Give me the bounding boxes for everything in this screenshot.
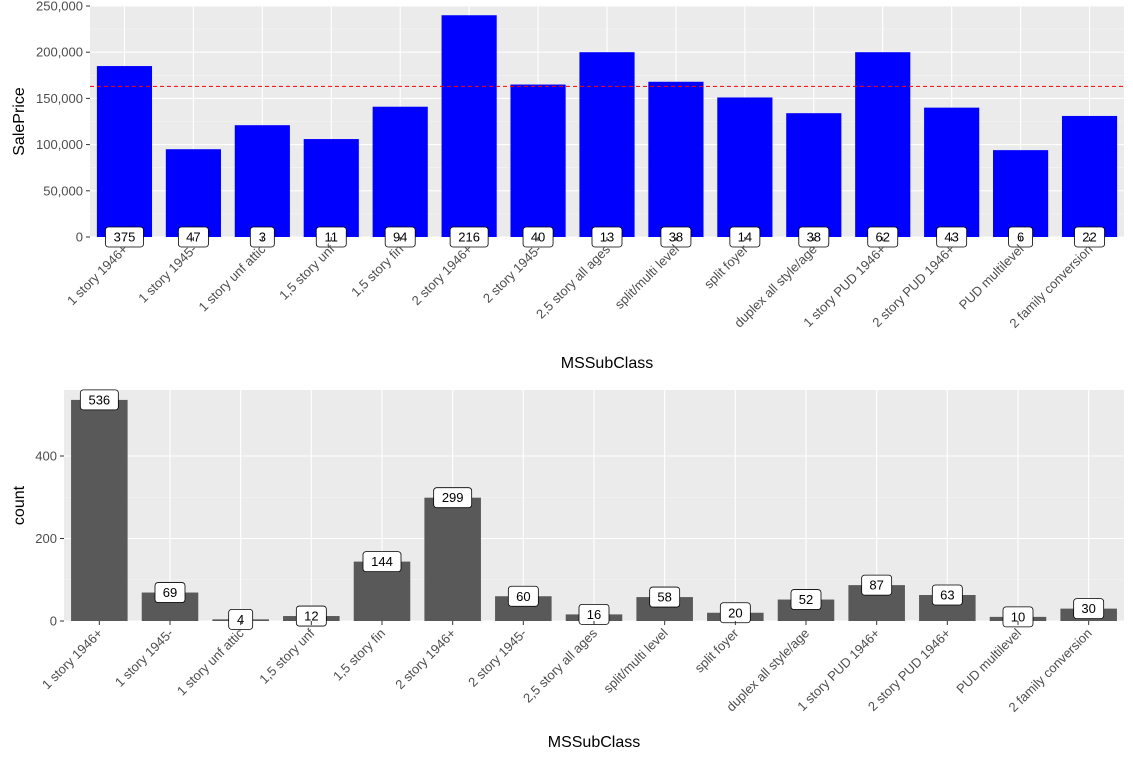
bar-15 xyxy=(1061,115,1118,237)
data-label-11: 52 xyxy=(799,592,813,607)
x-tick-label: split/multi level xyxy=(600,625,670,695)
data-label-box-14 xyxy=(1002,606,1034,628)
data-label-box-1 xyxy=(79,389,119,411)
data-label-12: 87 xyxy=(869,578,883,593)
x-tick-label: 1 story 1945- xyxy=(112,626,176,690)
bar-1 xyxy=(96,66,153,237)
data-label-5: 144 xyxy=(371,554,393,569)
data-label-10: 20 xyxy=(728,605,742,620)
data-label-box-11 xyxy=(790,589,822,610)
data-label-4: 12 xyxy=(304,609,318,624)
bar-14 xyxy=(993,150,1049,237)
x-tick-label: split/multi level xyxy=(612,241,682,311)
x-tick-label: 2 story 1945- xyxy=(465,626,529,690)
data-label-box-7 xyxy=(507,585,539,607)
x-tick-label: 2 story 1945- xyxy=(480,242,544,306)
y-tick-label: 50,000 xyxy=(43,183,83,198)
x-tick-label: PUD multilevel xyxy=(953,625,1024,696)
bar-7 xyxy=(510,84,566,237)
data-label-3: 4 xyxy=(237,612,244,627)
data-label-box-15 xyxy=(1073,598,1105,620)
data-label-1: 536 xyxy=(88,392,110,407)
data-label-15: 30 xyxy=(1081,601,1095,616)
x-tick-label: 1 story 1946+ xyxy=(39,626,106,693)
y-tick-label: 250,000 xyxy=(36,0,83,14)
y-tick-label: 0 xyxy=(50,614,57,629)
bar-13 xyxy=(924,107,980,237)
data-label-box-9 xyxy=(649,586,681,608)
x-tick-label: 1,5 story unf xyxy=(276,241,337,302)
x-tick-label: 2 story 1946+ xyxy=(409,242,476,309)
bar-4 xyxy=(303,139,359,237)
y-tick-label: 200,000 xyxy=(36,45,83,60)
data-label-8: 16 xyxy=(587,607,601,622)
data-label-13: 63 xyxy=(940,588,954,603)
y-tick-label: 150,000 xyxy=(36,91,83,106)
x-tick-label: 1 story 1945- xyxy=(135,242,199,306)
data-label-2: 69 xyxy=(163,585,177,600)
y-tick-label: 100,000 xyxy=(36,137,83,152)
y-tick-label: 0 xyxy=(76,230,83,245)
data-label-box-13 xyxy=(931,584,963,606)
bar-5 xyxy=(372,106,428,237)
x-tick-label: 2 story 1946+ xyxy=(392,626,459,693)
bar-3 xyxy=(234,125,290,237)
bar-12 xyxy=(855,52,911,238)
x-tick-label: 1 story 1946+ xyxy=(64,242,131,309)
y-tick-label: 200 xyxy=(35,531,57,546)
bar-6 xyxy=(441,15,497,237)
x-tick-label: 1,5 story fin xyxy=(348,242,406,300)
bar-1 xyxy=(71,399,128,621)
x-tick-label: 1,5 story unf xyxy=(256,625,317,686)
data-label-6: 299 xyxy=(442,490,464,505)
bar-9 xyxy=(648,81,704,237)
x-tick-label: 1,5 story fin xyxy=(330,626,388,684)
chart-panel-2: 536 69 4 12 144 299 60 16 58 20 52 87 63 10 30 0 200 400 1… xyxy=(11,389,1124,751)
x-tick-label: 1 story unf attic xyxy=(174,625,247,698)
chart-panel-1: 375473119421640133814386243622050,000100… xyxy=(11,0,1124,372)
data-label-7: 60 xyxy=(516,589,530,604)
x-tick-label: 1 story unf attic xyxy=(196,241,269,314)
data-label-box-5 xyxy=(362,551,402,572)
y-axis-title: count xyxy=(11,485,28,525)
data-label-14: 10 xyxy=(1011,609,1025,624)
x-axis-title: MSSubClass xyxy=(548,734,640,751)
x-tick-label: PUD multilevel xyxy=(956,241,1027,312)
bar-2 xyxy=(165,149,221,237)
bar-10 xyxy=(717,97,773,237)
x-tick-label: 2,5 story all ages xyxy=(520,625,600,705)
x-tick-label: split foyer xyxy=(692,625,742,675)
data-label-box-2 xyxy=(154,582,186,603)
x-axis-title: MSSubClass xyxy=(561,355,653,372)
data-label-box-6 xyxy=(433,487,473,509)
y-axis-title: SalePrice xyxy=(11,87,28,156)
y-tick-label: 400 xyxy=(35,449,57,464)
data-label-box-3 xyxy=(228,608,254,630)
data-label-box-4 xyxy=(295,605,327,627)
x-tick-label: 2,5 story all ages xyxy=(533,241,613,321)
bar-11 xyxy=(786,113,842,237)
bar-8 xyxy=(579,52,635,238)
x-tick-label: split foyer xyxy=(701,241,751,291)
data-label-9: 58 xyxy=(657,590,671,605)
data-label-box-12 xyxy=(861,574,893,596)
bar-6 xyxy=(424,497,481,621)
